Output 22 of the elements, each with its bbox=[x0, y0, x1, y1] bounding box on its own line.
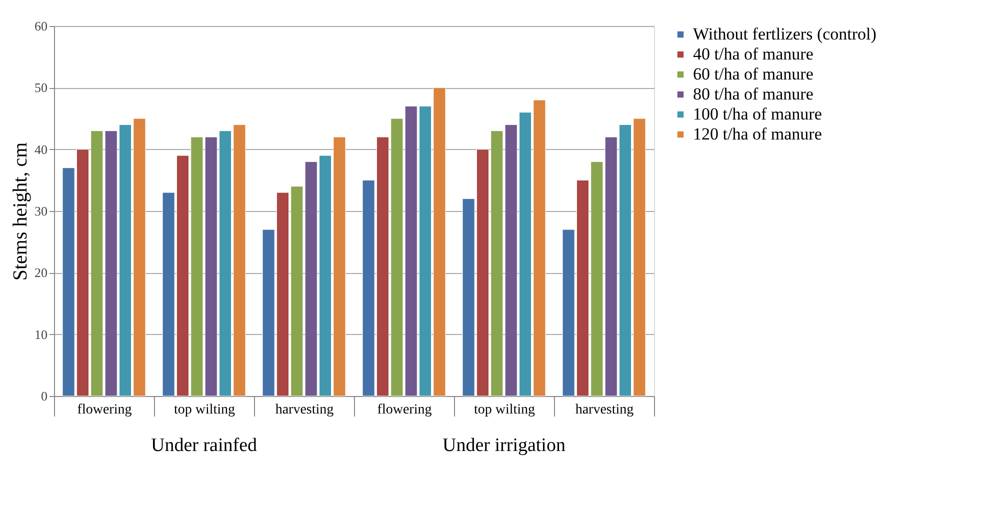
y-tick-label: 30 bbox=[34, 204, 48, 218]
legend-label: 40 t/ha of manure bbox=[693, 44, 814, 64]
legend-label: 120 t/ha of manure bbox=[693, 124, 822, 144]
legend-label: 80 t/ha of manure bbox=[693, 84, 814, 104]
y-tick-label: 40 bbox=[34, 142, 48, 157]
x-tick-label: top wilting bbox=[174, 402, 236, 418]
x-tick-label: flowering bbox=[377, 402, 432, 418]
text: Under rainfed bbox=[150, 435, 258, 456]
y-tick-label: 10 bbox=[34, 326, 48, 342]
y-tick-label: 50 bbox=[34, 80, 48, 96]
x-tick-label: harvesting bbox=[575, 402, 634, 418]
x-tick-label: flowering bbox=[77, 402, 132, 418]
legend-label: 60 t/ha of manure bbox=[693, 64, 814, 84]
y-axis-title: Stems height, cm bbox=[10, 142, 32, 281]
text: Under irrigation bbox=[442, 435, 566, 456]
y-tick-label: 0 bbox=[41, 388, 48, 404]
x-tick-label: harvesting bbox=[275, 402, 334, 418]
legend-label: 100 t/ha of manure bbox=[693, 104, 822, 124]
x-tick-label: top wilting bbox=[474, 402, 536, 418]
y-tick-label: 60 bbox=[34, 18, 48, 34]
legend-label: Without fertlizers (control) bbox=[693, 24, 876, 44]
y-tick-label: 20 bbox=[34, 265, 48, 280]
